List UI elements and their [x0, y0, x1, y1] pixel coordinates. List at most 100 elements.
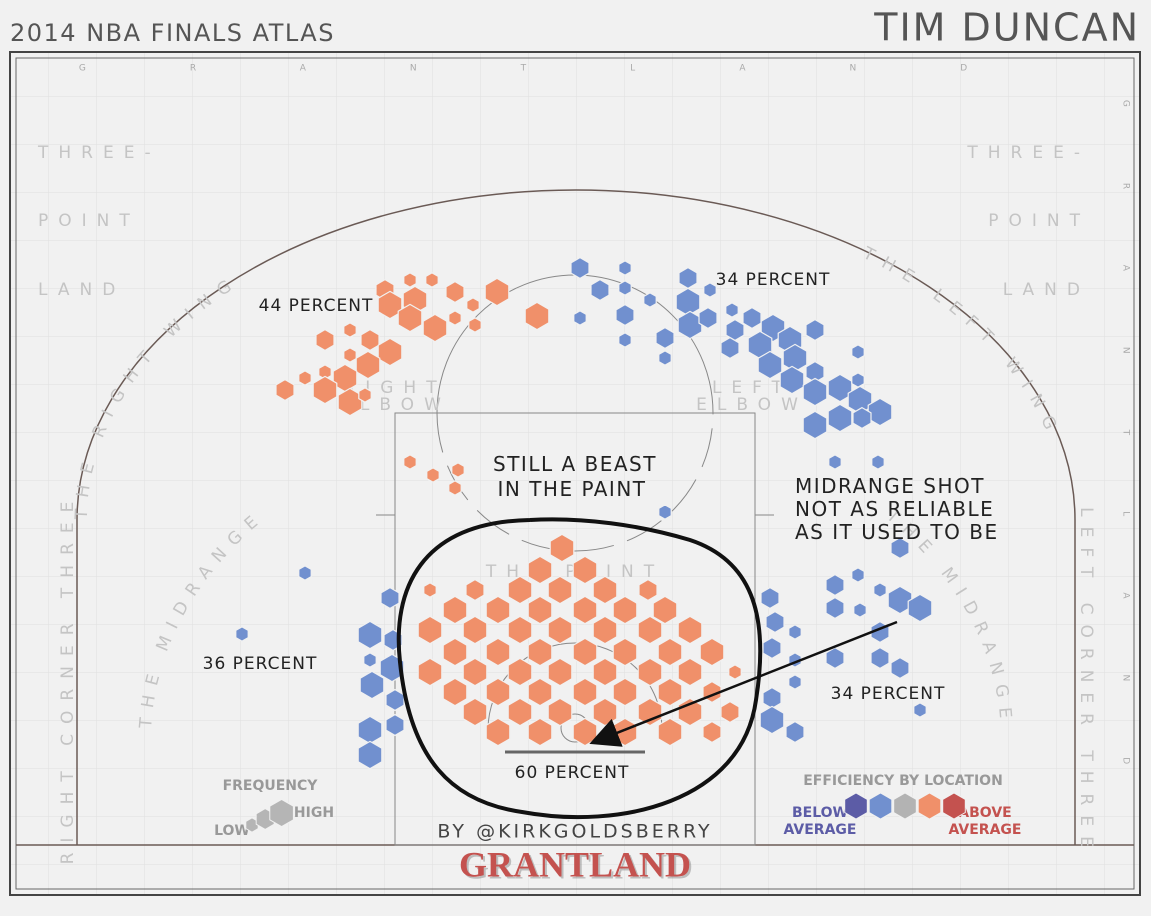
hex: [485, 677, 511, 707]
paint-label: THE PAINT: [485, 562, 664, 582]
hex: [357, 715, 383, 745]
hex: [572, 637, 598, 667]
hex: [657, 717, 683, 747]
hex: [547, 657, 573, 687]
hex: [484, 277, 510, 307]
title: 2014 NBA FINALS ATLAS: [10, 19, 335, 47]
hex: [451, 462, 465, 478]
legend-line: AVERAGE: [949, 822, 1022, 838]
hex: [765, 610, 785, 634]
hex: [615, 303, 635, 327]
hex: [235, 626, 249, 642]
hex: [592, 657, 618, 687]
hex: [592, 615, 618, 645]
annotation: 34 PERCENT: [831, 684, 946, 704]
legend: FREQUENCY LOW HIGH EFFICIENCY BY LOCATIO…: [214, 773, 1021, 839]
hex: [870, 646, 890, 670]
legend-frequency-hex: [269, 798, 294, 828]
hex: [828, 454, 842, 470]
legend-label: LOW: [214, 823, 250, 839]
hex: [485, 717, 511, 747]
note-line: MIDRANGE SHOT: [795, 474, 985, 498]
hex: [442, 637, 468, 667]
hex: [851, 372, 865, 388]
hex: [728, 664, 742, 680]
hex: [315, 328, 335, 352]
zone-line: ELBOW: [696, 395, 808, 415]
player-name: TIM DUNCAN: [873, 6, 1140, 50]
frame: [9, 51, 1141, 896]
hex: [572, 595, 598, 625]
hex: [871, 454, 885, 470]
brand: GRANTLAND: [459, 844, 691, 884]
legend-line: AVERAGE: [784, 822, 857, 838]
hex: [379, 653, 405, 683]
hex: [725, 302, 739, 318]
hex: [549, 533, 575, 563]
zone-label: THREE- POINT LAND: [37, 143, 161, 300]
legend-line: ABOVE: [958, 805, 1011, 821]
ft-circle-dashed: [436, 412, 714, 552]
legend-efficiency-hex: [917, 792, 942, 820]
hex: [618, 280, 632, 296]
hex: [426, 467, 440, 483]
hex: [547, 697, 573, 727]
hex: [547, 615, 573, 645]
hex: [867, 397, 893, 427]
hex: [887, 585, 913, 615]
hex: [358, 387, 372, 403]
hex: [703, 282, 717, 298]
credit: BY @KIRKGOLDSBERRY: [437, 821, 712, 843]
corner-label: RIGHT CORNER THREE: [58, 492, 78, 865]
hex: [637, 615, 663, 645]
hex: [851, 344, 865, 360]
legend-efficiency-hex: [942, 792, 966, 820]
annotation: 36 PERCENT: [203, 654, 318, 674]
note: STILL A BEAST IN THE PAINT: [493, 452, 657, 501]
hex: [417, 657, 443, 687]
hex: [699, 637, 725, 667]
zone-label: THREE- POINT LAND: [966, 143, 1090, 300]
legend-title: EFFICIENCY BY LOCATION: [803, 773, 1003, 789]
hex: [357, 740, 383, 770]
brand-shadow: GRANTLAND: [461, 846, 693, 886]
watermark-side: GRANTLAND: [1121, 100, 1131, 840]
hex: [851, 567, 865, 583]
note-line: NOT AS RELIABLE: [795, 497, 994, 521]
hex: [507, 575, 533, 605]
hex: [359, 670, 385, 700]
legend-title: FREQUENCY: [223, 778, 319, 794]
hex: [403, 272, 417, 288]
hex: [643, 292, 657, 308]
hex: [612, 677, 638, 707]
hex: [380, 586, 400, 610]
hex: [873, 582, 887, 598]
three-point-line: [76, 189, 1076, 845]
hex: [298, 370, 312, 386]
hex: [825, 646, 845, 670]
zone-line: THREE-: [966, 143, 1090, 163]
hex: [462, 615, 488, 645]
zone-line: LAND: [38, 280, 125, 300]
hex: [507, 697, 533, 727]
hex: [298, 565, 312, 581]
hand-drawn-loop: [396, 517, 763, 819]
hex: [442, 595, 468, 625]
hex: [802, 377, 828, 407]
hex: [853, 602, 867, 618]
annotation: 44 PERCENT: [259, 296, 374, 316]
hex: [852, 406, 872, 430]
hex: [524, 301, 550, 331]
hex: [779, 365, 805, 395]
hex: [466, 297, 480, 313]
hex: [592, 697, 618, 727]
hex: [655, 326, 675, 350]
hex: [720, 336, 740, 360]
hex: [377, 290, 403, 320]
hex: [759, 705, 785, 735]
hex: [658, 350, 672, 366]
hex: [403, 454, 417, 470]
hex: [760, 586, 780, 610]
hex: [448, 480, 462, 496]
hex: [657, 637, 683, 667]
